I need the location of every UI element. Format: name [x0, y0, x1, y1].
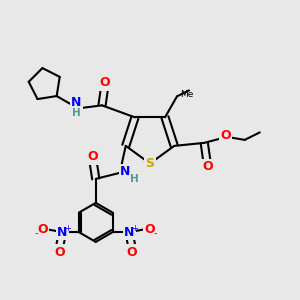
Text: O: O	[87, 151, 98, 164]
Text: Me: Me	[181, 90, 194, 99]
Text: H: H	[72, 108, 81, 118]
Text: O: O	[220, 129, 231, 142]
Text: N: N	[57, 226, 68, 238]
Text: H: H	[130, 174, 139, 184]
Text: O: O	[144, 223, 154, 236]
Text: S: S	[146, 157, 154, 170]
Text: N: N	[120, 165, 130, 178]
Text: -: -	[34, 228, 38, 238]
Text: N: N	[124, 226, 134, 238]
Text: O: O	[54, 246, 65, 259]
Text: O: O	[100, 76, 110, 89]
Text: O: O	[127, 246, 137, 259]
Text: +: +	[131, 224, 138, 233]
Text: O: O	[37, 223, 48, 236]
Text: -: -	[154, 228, 157, 238]
Text: +: +	[64, 224, 71, 233]
Text: O: O	[202, 160, 213, 173]
Text: N: N	[71, 97, 82, 110]
